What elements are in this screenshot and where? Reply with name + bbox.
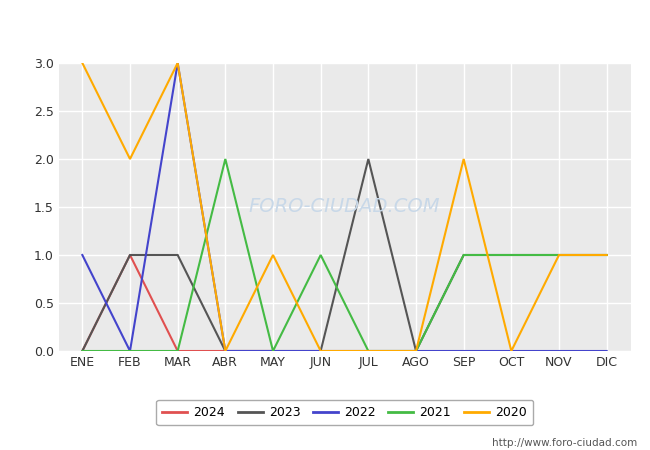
Text: http://www.foro-ciudad.com: http://www.foro-ciudad.com [492,438,637,448]
Text: FORO-CIUDAD.COM: FORO-CIUDAD.COM [249,198,440,216]
Text: Matriculaciones de Vehiculos en Táliga: Matriculaciones de Vehiculos en Táliga [166,9,484,28]
Legend: 2024, 2023, 2022, 2021, 2020: 2024, 2023, 2022, 2021, 2020 [156,400,533,425]
